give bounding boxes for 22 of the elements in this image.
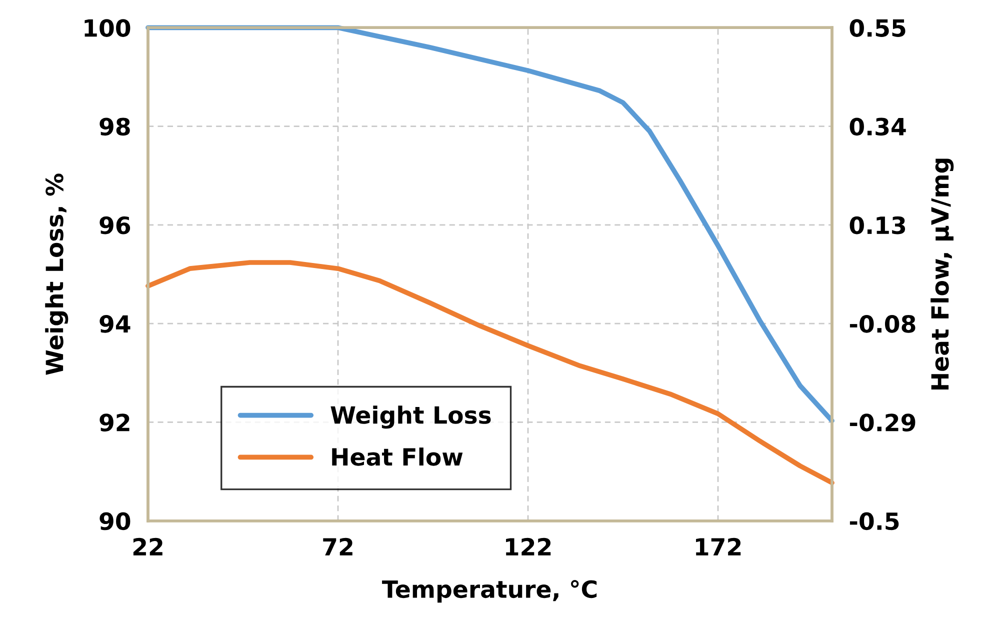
x-axis-title: Temperature, °C [382,580,597,603]
y2-tick-label: 0.13 [850,216,906,234]
y2-axis-title: Heat Flow, µV/mg [930,158,954,390]
y-tick-label: 92 [100,414,130,432]
x-tick-label: 22 [133,538,162,556]
y2-tick-label: -0.5 [850,512,899,530]
y2-tick-label: 0.34 [850,118,906,136]
y2-tick-label: -0.29 [850,414,916,432]
y-tick-label: 98 [100,118,130,136]
y-tick-label: 94 [100,315,130,333]
y2-tick-label: -0.08 [850,315,916,333]
legend-label: Weight Loss [330,406,491,429]
x-tick-label: 122 [506,538,551,556]
line-series [146,260,834,486]
legend-label: Heat Flow [332,448,463,466]
x-tick-label: 172 [696,538,741,556]
y2-tick-label: 0.55 [850,19,906,37]
y-tick-label: 100 [84,19,130,37]
y-tick-label: 90 [100,512,130,530]
y-tick-label: 96 [100,216,130,234]
y-axis-title: Weight Loss, % [45,174,68,375]
x-tick-label: 72 [323,538,352,556]
